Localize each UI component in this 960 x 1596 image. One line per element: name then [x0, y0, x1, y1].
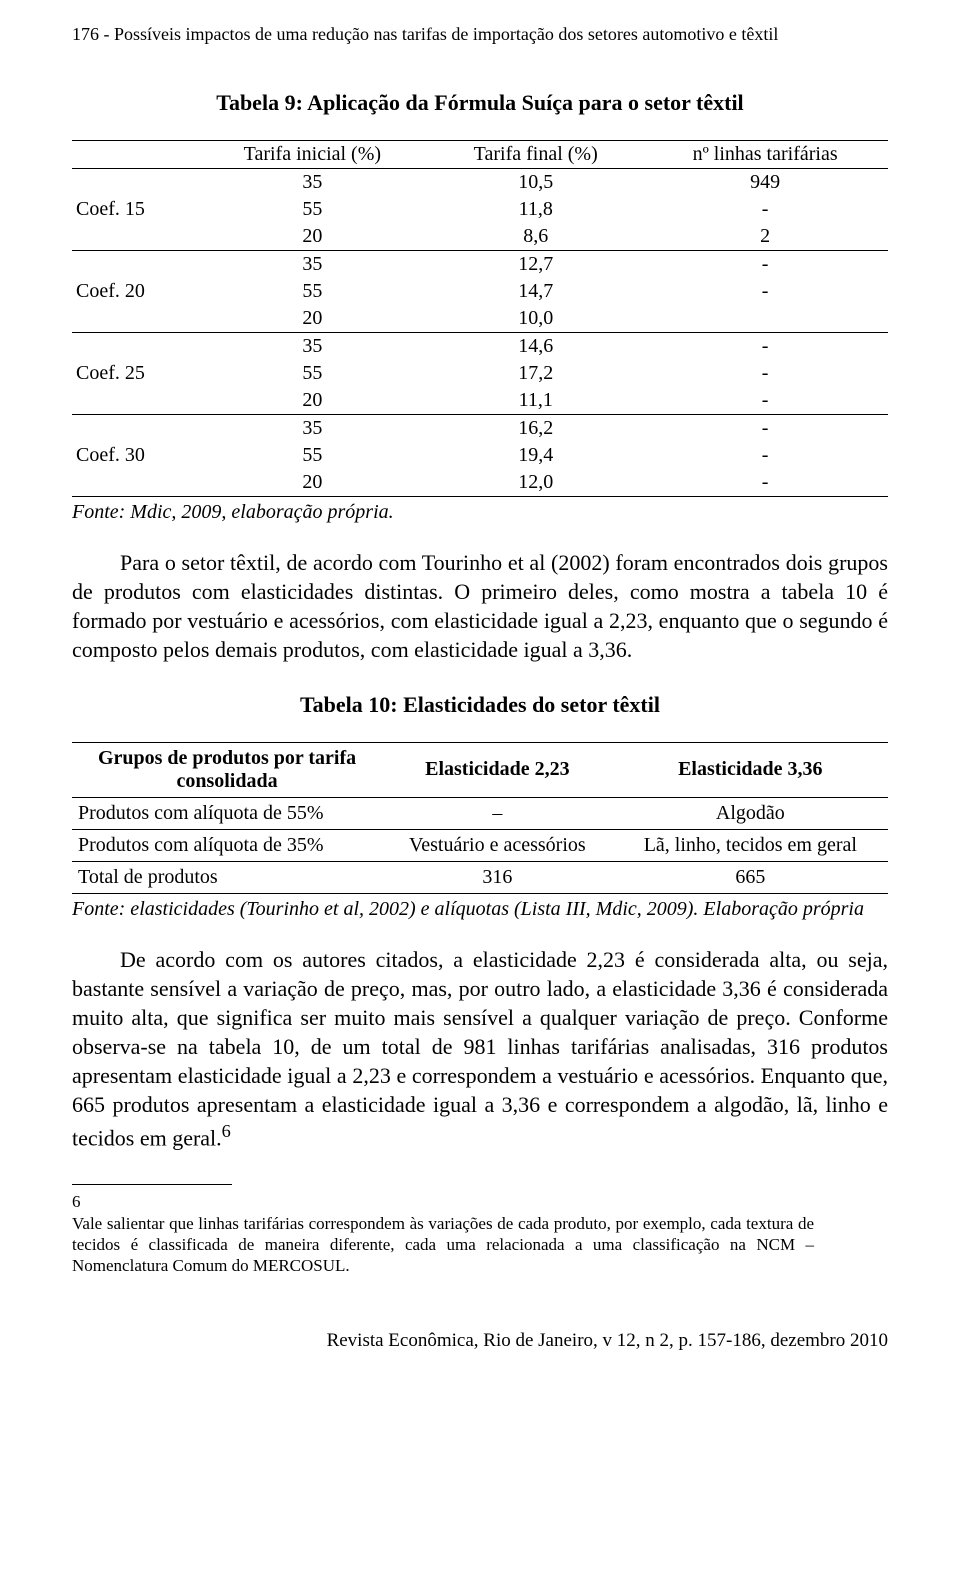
table-row: Produtos com alíquota de 35%Vestuário e … [72, 829, 888, 861]
table10-h2: Elasticidade 3,36 [613, 742, 888, 797]
table9-cell: 10,0 [429, 305, 642, 333]
table9-cell: - [642, 360, 888, 387]
table10-h1: Elasticidade 2,23 [382, 742, 613, 797]
table9-cell: - [642, 469, 888, 497]
table9-h2: Tarifa final (%) [429, 140, 642, 168]
table9-cell: - [642, 278, 888, 305]
table10-cell: Lã, linho, tecidos em geral [613, 829, 888, 861]
table9-cell: - [642, 414, 888, 442]
table10-h0: Grupos de produtos por tarifa consolidad… [72, 742, 382, 797]
table9-cell: - [642, 387, 888, 415]
table9-cell: 35 [195, 250, 429, 278]
table10-header-row: Grupos de produtos por tarifa consolidad… [72, 742, 888, 797]
table-row: Total de produtos316665 [72, 861, 888, 893]
footnote-number: 6 [72, 1191, 142, 1212]
table-row: Coef. 153510,5949 [72, 168, 888, 196]
table9-group-label: Coef. 15 [72, 168, 195, 250]
table10-cell: Produtos com alíquota de 55% [72, 797, 382, 829]
table-row: Coef. 253514,6- [72, 332, 888, 360]
table9-header-row: Tarifa inicial (%) Tarifa final (%) nº l… [72, 140, 888, 168]
table9-cell [642, 305, 888, 333]
table9-cell: 35 [195, 168, 429, 196]
table10-cell: Algodão [613, 797, 888, 829]
table9-h1: Tarifa inicial (%) [195, 140, 429, 168]
table9-h0 [72, 140, 195, 168]
table9-group-label: Coef. 25 [72, 332, 195, 414]
table9-cell: - [642, 442, 888, 469]
paragraph-2-text: De acordo com os autores citados, a elas… [72, 947, 888, 1151]
table9-cell: 20 [195, 469, 429, 497]
table9-source: Fonte: Mdic, 2009, elaboração própria. [72, 501, 888, 524]
table-row: Coef. 203512,7- [72, 250, 888, 278]
footnote: 6 Vale salientar que linhas tarifárias c… [72, 1191, 888, 1276]
table9: Tarifa inicial (%) Tarifa final (%) nº l… [72, 140, 888, 497]
table10-cell: Vestuário e acessórios [382, 829, 613, 861]
table9-cell: 17,2 [429, 360, 642, 387]
table10-cell: 316 [382, 861, 613, 893]
table9-cell: - [642, 332, 888, 360]
table9-cell: 11,1 [429, 387, 642, 415]
table9-cell: 16,2 [429, 414, 642, 442]
table9-group-label: Coef. 30 [72, 414, 195, 496]
table10-cell: 665 [613, 861, 888, 893]
table9-cell: 10,5 [429, 168, 642, 196]
table9-cell: 12,0 [429, 469, 642, 497]
table9-cell: - [642, 250, 888, 278]
table9-cell: 55 [195, 278, 429, 305]
footnote-marker: 6 [222, 1121, 231, 1141]
table9-cell: 20 [195, 387, 429, 415]
table9-cell: 55 [195, 442, 429, 469]
table10-cell: Total de produtos [72, 861, 382, 893]
table9-caption: Tabela 9: Aplicação da Fórmula Suíça par… [72, 90, 888, 116]
table9-cell: 20 [195, 223, 429, 251]
table9-cell: 55 [195, 360, 429, 387]
table9-cell: 19,4 [429, 442, 642, 469]
table9-cell: - [642, 196, 888, 223]
footnote-rule [72, 1184, 232, 1185]
table10-cell: Produtos com alíquota de 35% [72, 829, 382, 861]
table-row: Produtos com alíquota de 55%–Algodão [72, 797, 888, 829]
paragraph-2: De acordo com os autores citados, a elas… [72, 945, 888, 1153]
page-footer: Revista Econômica, Rio de Janeiro, v 12,… [72, 1330, 888, 1352]
table9-cell: 12,7 [429, 250, 642, 278]
page: 176 - Possíveis impactos de uma redução … [0, 0, 960, 1596]
table10-caption: Tabela 10: Elasticidades do setor têxtil [72, 692, 888, 718]
paragraph-1: Para o setor têxtil, de acordo com Touri… [72, 548, 888, 664]
table9-cell: 14,6 [429, 332, 642, 360]
table9-cell: 2 [642, 223, 888, 251]
table10-cell: – [382, 797, 613, 829]
table10: Grupos de produtos por tarifa consolidad… [72, 742, 888, 894]
table9-cell: 8,6 [429, 223, 642, 251]
footnote-text: Vale salientar que linhas tarifárias cor… [72, 1213, 814, 1277]
table9-cell: 14,7 [429, 278, 642, 305]
running-head: 176 - Possíveis impactos de uma redução … [72, 24, 888, 46]
table9-cell: 11,8 [429, 196, 642, 223]
table9-cell: 949 [642, 168, 888, 196]
table9-cell: 20 [195, 305, 429, 333]
table9-h3: nº linhas tarifárias [642, 140, 888, 168]
table9-group-label: Coef. 20 [72, 250, 195, 332]
table9-cell: 55 [195, 196, 429, 223]
table-row: Coef. 303516,2- [72, 414, 888, 442]
table9-cell: 35 [195, 332, 429, 360]
table9-cell: 35 [195, 414, 429, 442]
table10-source: Fonte: elasticidades (Tourinho et al, 20… [72, 898, 888, 921]
